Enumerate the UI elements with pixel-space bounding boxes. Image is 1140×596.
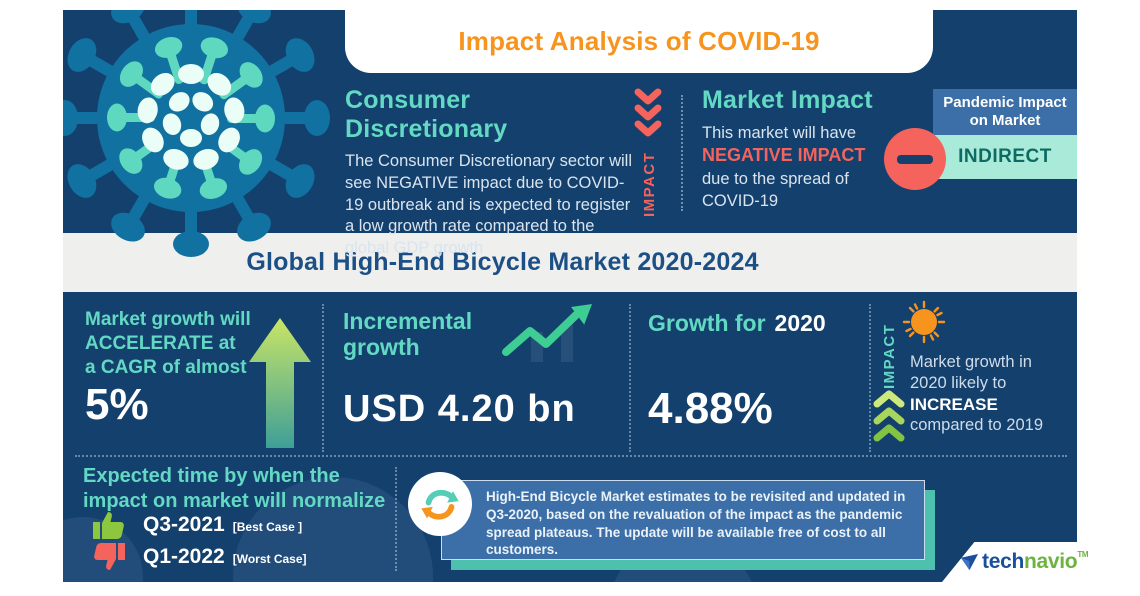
banner: Impact Analysis of COVID-19 (345, 10, 933, 73)
growth-2020-value: 4.88% (648, 384, 773, 433)
worst-case-row: Q1-2022 [Worst Case] (91, 542, 307, 572)
trend-line-icon (502, 304, 592, 362)
technavio-logo-icon (960, 553, 979, 570)
thumbs-down-icon (94, 543, 125, 570)
market-impact-highlight: NEGATIVE IMPACT (702, 145, 866, 166)
worst-case-quarter: Q1-2022 (143, 545, 225, 568)
technavio-logo: technavioTM (960, 550, 1089, 574)
normalize-title-line1: Expected time by when the (83, 465, 340, 487)
cagr-line2: ACCELERATE at (85, 332, 236, 354)
update-note: High-End Bicycle Market estimates to be … (441, 480, 925, 560)
impact-2020-text: Market growth in 2020 likely to INCREASE… (910, 352, 1077, 436)
page-title: Global High-End Bicycle Market 2020-2024 (246, 248, 759, 276)
impact-2020-line2: 2020 likely to (910, 373, 1007, 392)
divider (75, 455, 1067, 457)
divider (395, 467, 397, 571)
impact-down-chevrons-icon (634, 88, 662, 137)
stats-panel: Market growth will ACCELERATE at a CAGR … (63, 292, 1077, 582)
divider (681, 95, 683, 211)
divider (869, 304, 871, 452)
increase-chevrons-icon (873, 390, 905, 442)
pandemic-impact-label: Pandemic Impact on Market (933, 89, 1077, 135)
consumer-discretionary-section: Consumer Discretionary The Consumer Disc… (345, 86, 637, 260)
divider (322, 304, 324, 452)
divider (629, 304, 631, 452)
thumbs-up-icon (93, 512, 124, 539)
brand-part2: navio (1023, 550, 1078, 573)
consumer-body: The Consumer Discretionary sector will s… (345, 152, 633, 258)
market-impact-section: Market Impact This market will have NEGA… (702, 86, 902, 212)
best-case-row: Q3-2021 [Best Case ] (91, 510, 302, 540)
growth-2020-year: 2020 (774, 310, 826, 336)
best-case-quarter: Q3-2021 (143, 513, 225, 536)
impact-2020-line3: compared to 2019 (910, 415, 1044, 434)
impact-2020-line1: Market growth in (910, 353, 1032, 371)
impact-vertical-label: IMPACT (641, 151, 658, 217)
incremental-label: Incremental growth (343, 308, 472, 361)
cagr-value: 5% (85, 380, 149, 429)
cagr-label: Market growth will ACCELERATE at a CAGR … (85, 308, 251, 379)
no-entry-icon (884, 128, 946, 190)
pandemic-impact-value: INDIRECT (933, 135, 1077, 179)
worst-case-tag: [Worst Case] (232, 552, 307, 566)
market-impact-line1: This market will have (702, 124, 857, 142)
growth-up-arrow-icon (249, 318, 311, 448)
title-band: Global High-End Bicycle Market 2020-2024 (63, 233, 1077, 292)
pandemic-label-line2: on Market (969, 112, 1041, 129)
virus-orange-icon (902, 300, 946, 344)
growth-2020-prefix: Growth for (648, 310, 766, 336)
refresh-icon (408, 472, 472, 536)
normalize-title-line2: impact on market will normalize (83, 490, 386, 512)
market-impact-title: Market Impact (702, 86, 873, 114)
incremental-value: USD 4.20 bn (343, 388, 576, 430)
incremental-line2: growth (343, 334, 420, 361)
incremental-line1: Incremental (343, 308, 473, 334)
cagr-line1: Market growth will (85, 309, 251, 330)
banner-title: Impact Analysis of COVID-19 (458, 26, 820, 56)
brand-text: technavioTM (982, 550, 1089, 574)
growth-2020-label: Growth for 2020 (648, 310, 826, 336)
market-impact-line3: COVID-19 (702, 191, 779, 210)
best-case-tag: [Best Case ] (232, 520, 303, 534)
normalize-title: Expected time by when the impact on mark… (83, 464, 385, 514)
consumer-title: Consumer Discretionary (345, 86, 508, 143)
market-impact-line2: due to the spread of (702, 169, 849, 188)
impact-vertical-label: IMPACT (881, 323, 898, 389)
pandemic-impact-box: Pandemic Impact on Market INDIRECT (933, 89, 1077, 179)
brand-tm: TM (1077, 550, 1089, 559)
cagr-line3: a CAGR of almost (85, 356, 247, 378)
impact-2020-highlight: INCREASE (910, 394, 998, 414)
brand-part1: tech (982, 550, 1024, 573)
pandemic-label-line1: Pandemic Impact (943, 94, 1067, 111)
